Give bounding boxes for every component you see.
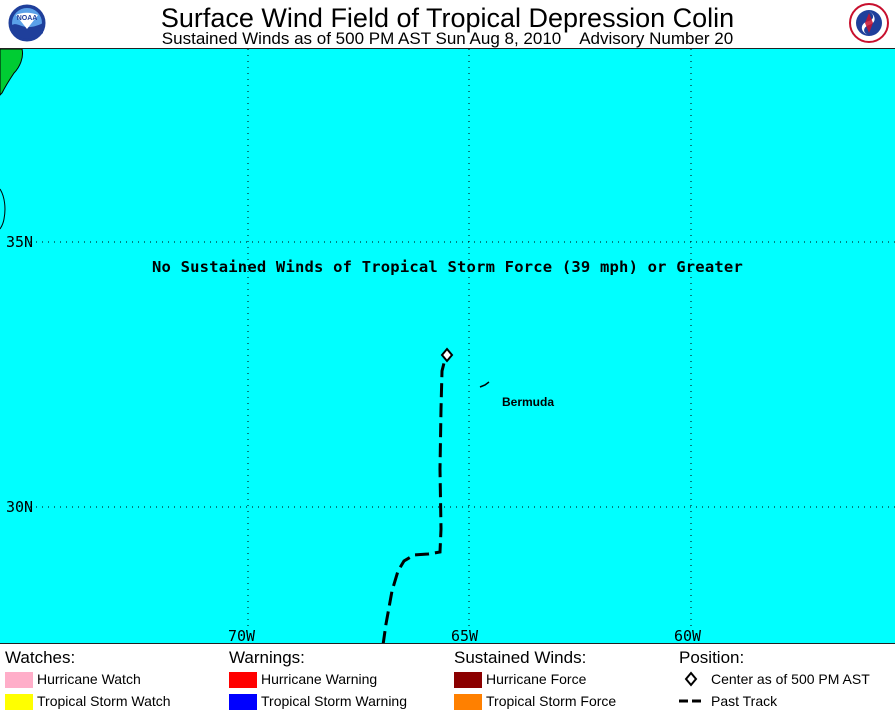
legend-watches: Watches: Hurricane Watch Tropical Storm …	[5, 648, 171, 712]
coastline-edge	[0, 188, 6, 230]
latitude-label-30n: 30N	[6, 498, 34, 516]
latitude-label-35n: 35N	[6, 233, 34, 251]
legend-warnings: Warnings: Hurricane Warning Tropical Sto…	[229, 648, 407, 712]
longitude-label-60w: 60W	[674, 627, 702, 644]
legend-label: Past Track	[711, 693, 778, 709]
legend-label: Hurricane Warning	[261, 671, 378, 687]
legend-item-center: Center as of 500 PM AST	[679, 668, 870, 690]
legend-label: Hurricane Force	[486, 671, 587, 687]
past-track-line	[381, 354, 448, 643]
swatch-tropical-storm-force	[454, 694, 482, 710]
legend-label: Tropical Storm Warning	[261, 693, 408, 709]
legend-label: Tropical Storm Watch	[37, 693, 171, 709]
legend-item-hurricane-watch: Hurricane Watch	[5, 668, 141, 690]
legend-sustained-winds: Sustained Winds: Hurricane Force Tropica…	[454, 648, 616, 712]
legend-heading-warnings: Warnings:	[229, 648, 305, 667]
noaa-logo-text: NOAA	[17, 15, 38, 22]
legend-item-hurricane-force: Hurricane Force	[454, 668, 586, 690]
legend-position: Position: Center as of 500 PM AST Past T…	[679, 648, 870, 712]
longitude-label-70w: 70W	[228, 627, 256, 644]
legend-item-past-track: Past Track	[679, 690, 777, 712]
page-title: Surface Wind Field of Tropical Depressio…	[160, 3, 735, 33]
legend-item-tropical-storm-watch: Tropical Storm Watch	[5, 690, 171, 712]
swatch-hurricane-force	[454, 672, 482, 688]
nws-logo-icon	[849, 3, 889, 48]
legend-label: Tropical Storm Force	[486, 693, 617, 709]
coastline-land	[0, 49, 23, 96]
map-graphics	[0, 49, 895, 643]
map-area: 35N 30N 70W 65W 60W No Sustained Winds o…	[0, 48, 895, 644]
diamond-icon	[684, 671, 698, 687]
swatch-hurricane-warning	[229, 672, 257, 688]
longitude-label-65w: 65W	[451, 627, 479, 644]
wind-notice: No Sustained Winds of Tropical Storm For…	[152, 258, 743, 276]
bermuda-island	[479, 381, 490, 388]
dashed-line-icon	[679, 699, 705, 703]
legend-heading-watches: Watches:	[5, 648, 76, 667]
legend-item-tropical-storm-warning: Tropical Storm Warning	[229, 690, 407, 712]
legend-item-tropical-storm-force: Tropical Storm Force	[454, 690, 616, 712]
swatch-tropical-storm-watch	[5, 694, 33, 710]
place-label-bermuda: Bermuda	[502, 395, 555, 409]
swatch-tropical-storm-warning	[229, 694, 257, 710]
legend-label: Hurricane Watch	[37, 671, 141, 687]
header: NOAA Surface Wind Field of Tropical Depr…	[0, 0, 895, 48]
legend: Watches: Hurricane Watch Tropical Storm …	[0, 644, 895, 716]
legend-label: Center as of 500 PM AST	[711, 671, 870, 687]
storm-center-marker	[440, 347, 454, 363]
swatch-hurricane-watch	[5, 672, 33, 688]
page-subtitle: Sustained Winds as of 500 PM AST Sun Aug…	[161, 29, 734, 48]
legend-heading-sustained-winds: Sustained Winds:	[454, 648, 587, 667]
legend-heading-position: Position:	[679, 648, 745, 667]
legend-item-hurricane-warning: Hurricane Warning	[229, 668, 377, 690]
noaa-logo-icon: NOAA	[7, 3, 47, 48]
